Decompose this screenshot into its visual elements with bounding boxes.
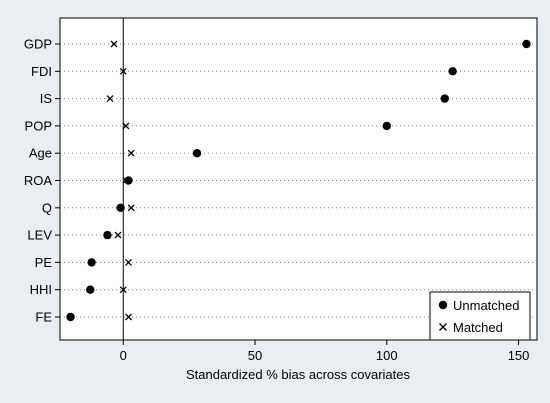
point-matched-gdp: [110, 40, 118, 48]
point-unmatched-age: [192, 149, 202, 158]
point-unmatched-fe: [66, 312, 75, 322]
x-axis: 0 50 100 150: [120, 340, 530, 363]
y-tick-label-pop: POP: [25, 118, 52, 133]
point-unmatched-gdp: [522, 39, 531, 49]
y-tick-label-lev: LEV: [27, 228, 52, 243]
point-matched-is: [106, 95, 114, 103]
x-tick-label-100: 100: [376, 348, 398, 363]
x-axis-title: Standardized % bias across covariates: [186, 367, 411, 382]
y-tick-label-gdp: GDP: [24, 37, 52, 52]
data-marks: [66, 39, 531, 322]
point-matched-fdi: [119, 67, 127, 75]
y-tick-label-fdi: FDI: [31, 64, 52, 79]
legend-box: [429, 291, 531, 341]
point-unmatched-roa: [124, 176, 133, 185]
y-tick-label-hhi: HHI: [30, 282, 52, 297]
y-tick-label-age: Age: [29, 146, 52, 161]
point-matched-fe: [125, 313, 132, 321]
legend: Unmatched Matched: [429, 291, 531, 341]
point-unmatched-pop: [382, 121, 391, 131]
point-matched-roa: [122, 177, 130, 184]
point-unmatched-pe: [87, 258, 96, 267]
point-matched-pe: [125, 258, 132, 266]
x-tick-label-150: 150: [508, 348, 530, 363]
y-tick-label-fe: FE: [35, 310, 52, 325]
point-unmatched-q: [116, 203, 125, 212]
legend-label-matched: Matched: [453, 320, 503, 335]
point-matched-q: [127, 204, 135, 212]
point-matched-lev: [114, 231, 122, 239]
point-unmatched-is: [440, 94, 449, 103]
y-tick-labels: GDP FDI IS POP Age ROA Q LEV PE HHI FE: [24, 37, 60, 325]
x-tick-label-50: 50: [248, 348, 262, 363]
point-matched-pop: [122, 122, 130, 130]
point-matched-age: [127, 149, 135, 157]
legend-circle-marker: [438, 300, 448, 310]
legend-label-unmatched: Unmatched: [453, 298, 519, 313]
y-tick-label-roa: ROA: [24, 173, 53, 188]
point-unmatched-fdi: [448, 67, 457, 76]
plot-area: [59, 17, 538, 341]
y-tick-label-is: IS: [40, 91, 53, 106]
y-tick-label-pe: PE: [35, 255, 53, 270]
y-tick-label-q: Q: [42, 200, 52, 215]
point-matched-hhi: [119, 286, 127, 294]
legend-x-marker: [439, 323, 447, 331]
point-unmatched-lev: [103, 230, 112, 240]
x-tick-label-0: 0: [120, 348, 127, 363]
point-unmatched-hhi: [86, 285, 95, 294]
